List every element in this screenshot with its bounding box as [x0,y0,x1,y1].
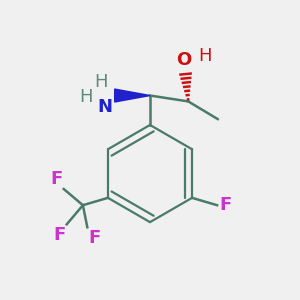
Text: N: N [97,98,112,116]
Text: O: O [176,51,191,69]
Text: F: F [53,226,65,244]
Polygon shape [115,89,150,102]
Text: H: H [94,73,107,91]
Text: F: F [220,196,232,214]
Text: H: H [199,46,212,64]
Text: H: H [79,88,93,106]
Text: F: F [50,169,62,188]
Text: F: F [89,229,101,247]
